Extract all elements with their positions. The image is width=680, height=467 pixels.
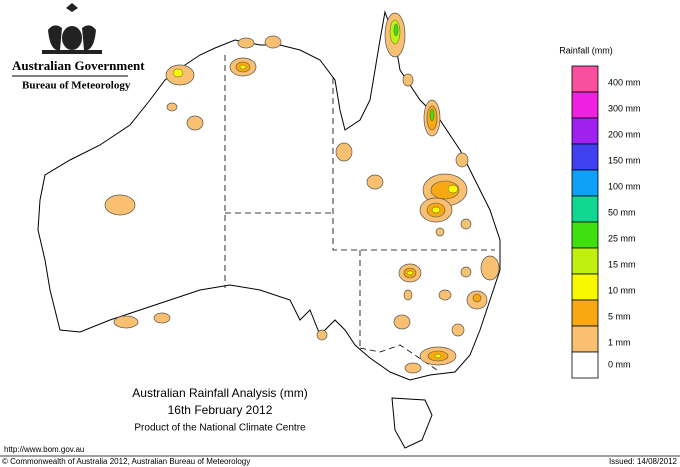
footer-issued: Issued: 14/08/2012 xyxy=(609,457,678,466)
rainfall-areas xyxy=(104,12,500,374)
legend-swatch xyxy=(571,117,599,145)
crest xyxy=(42,3,102,54)
legend-label: 50 mm xyxy=(608,207,636,217)
mainland-outline xyxy=(37,10,501,381)
legend-label: 5 mm xyxy=(608,311,631,321)
legend-label: 400 mm xyxy=(608,77,641,87)
legend-swatch xyxy=(571,273,599,301)
legend-swatch xyxy=(571,169,599,197)
legend-swatch xyxy=(571,351,599,379)
legend-label: 100 mm xyxy=(608,181,641,191)
map-date: 16th February 2012 xyxy=(168,403,273,417)
footer-url: http://www.bom.gov.au xyxy=(4,445,84,454)
agency-name: Bureau of Meteorology xyxy=(22,80,131,92)
legend-label: 1 mm xyxy=(608,337,631,347)
legend-swatch xyxy=(571,299,599,327)
legend-swatch xyxy=(571,195,599,223)
footer-copyright: © Commonwealth of Australia 2012, Austra… xyxy=(2,457,250,466)
legend-swatch xyxy=(571,325,599,353)
legend-swatch xyxy=(571,65,599,93)
legend-label: 10 mm xyxy=(608,285,636,295)
legend-label: 25 mm xyxy=(608,233,636,243)
legend-label: 15 mm xyxy=(608,259,636,269)
legend-title: Rainfall (mm) xyxy=(559,45,613,55)
legend-label: 200 mm xyxy=(608,129,641,139)
government-name: Australian Government xyxy=(12,58,145,73)
tasmania-outline xyxy=(391,397,433,449)
legend-swatch xyxy=(571,91,599,119)
legend-swatch xyxy=(571,221,599,249)
state-borders xyxy=(224,55,495,373)
legend-swatch xyxy=(571,247,599,275)
map-credit: Product of the National Climate Centre xyxy=(134,423,306,434)
legend-label: 150 mm xyxy=(608,155,641,165)
legend-swatch xyxy=(571,143,599,171)
legend-label: 0 mm xyxy=(608,359,631,369)
map-title: Australian Rainfall Analysis (mm) xyxy=(132,386,307,400)
legend-label: 300 mm xyxy=(608,103,641,113)
legend: 400 mm 300 mm 200 mm 150 mm 100 mm 50 mm 25 mm… xyxy=(571,65,641,379)
map xyxy=(37,10,501,449)
